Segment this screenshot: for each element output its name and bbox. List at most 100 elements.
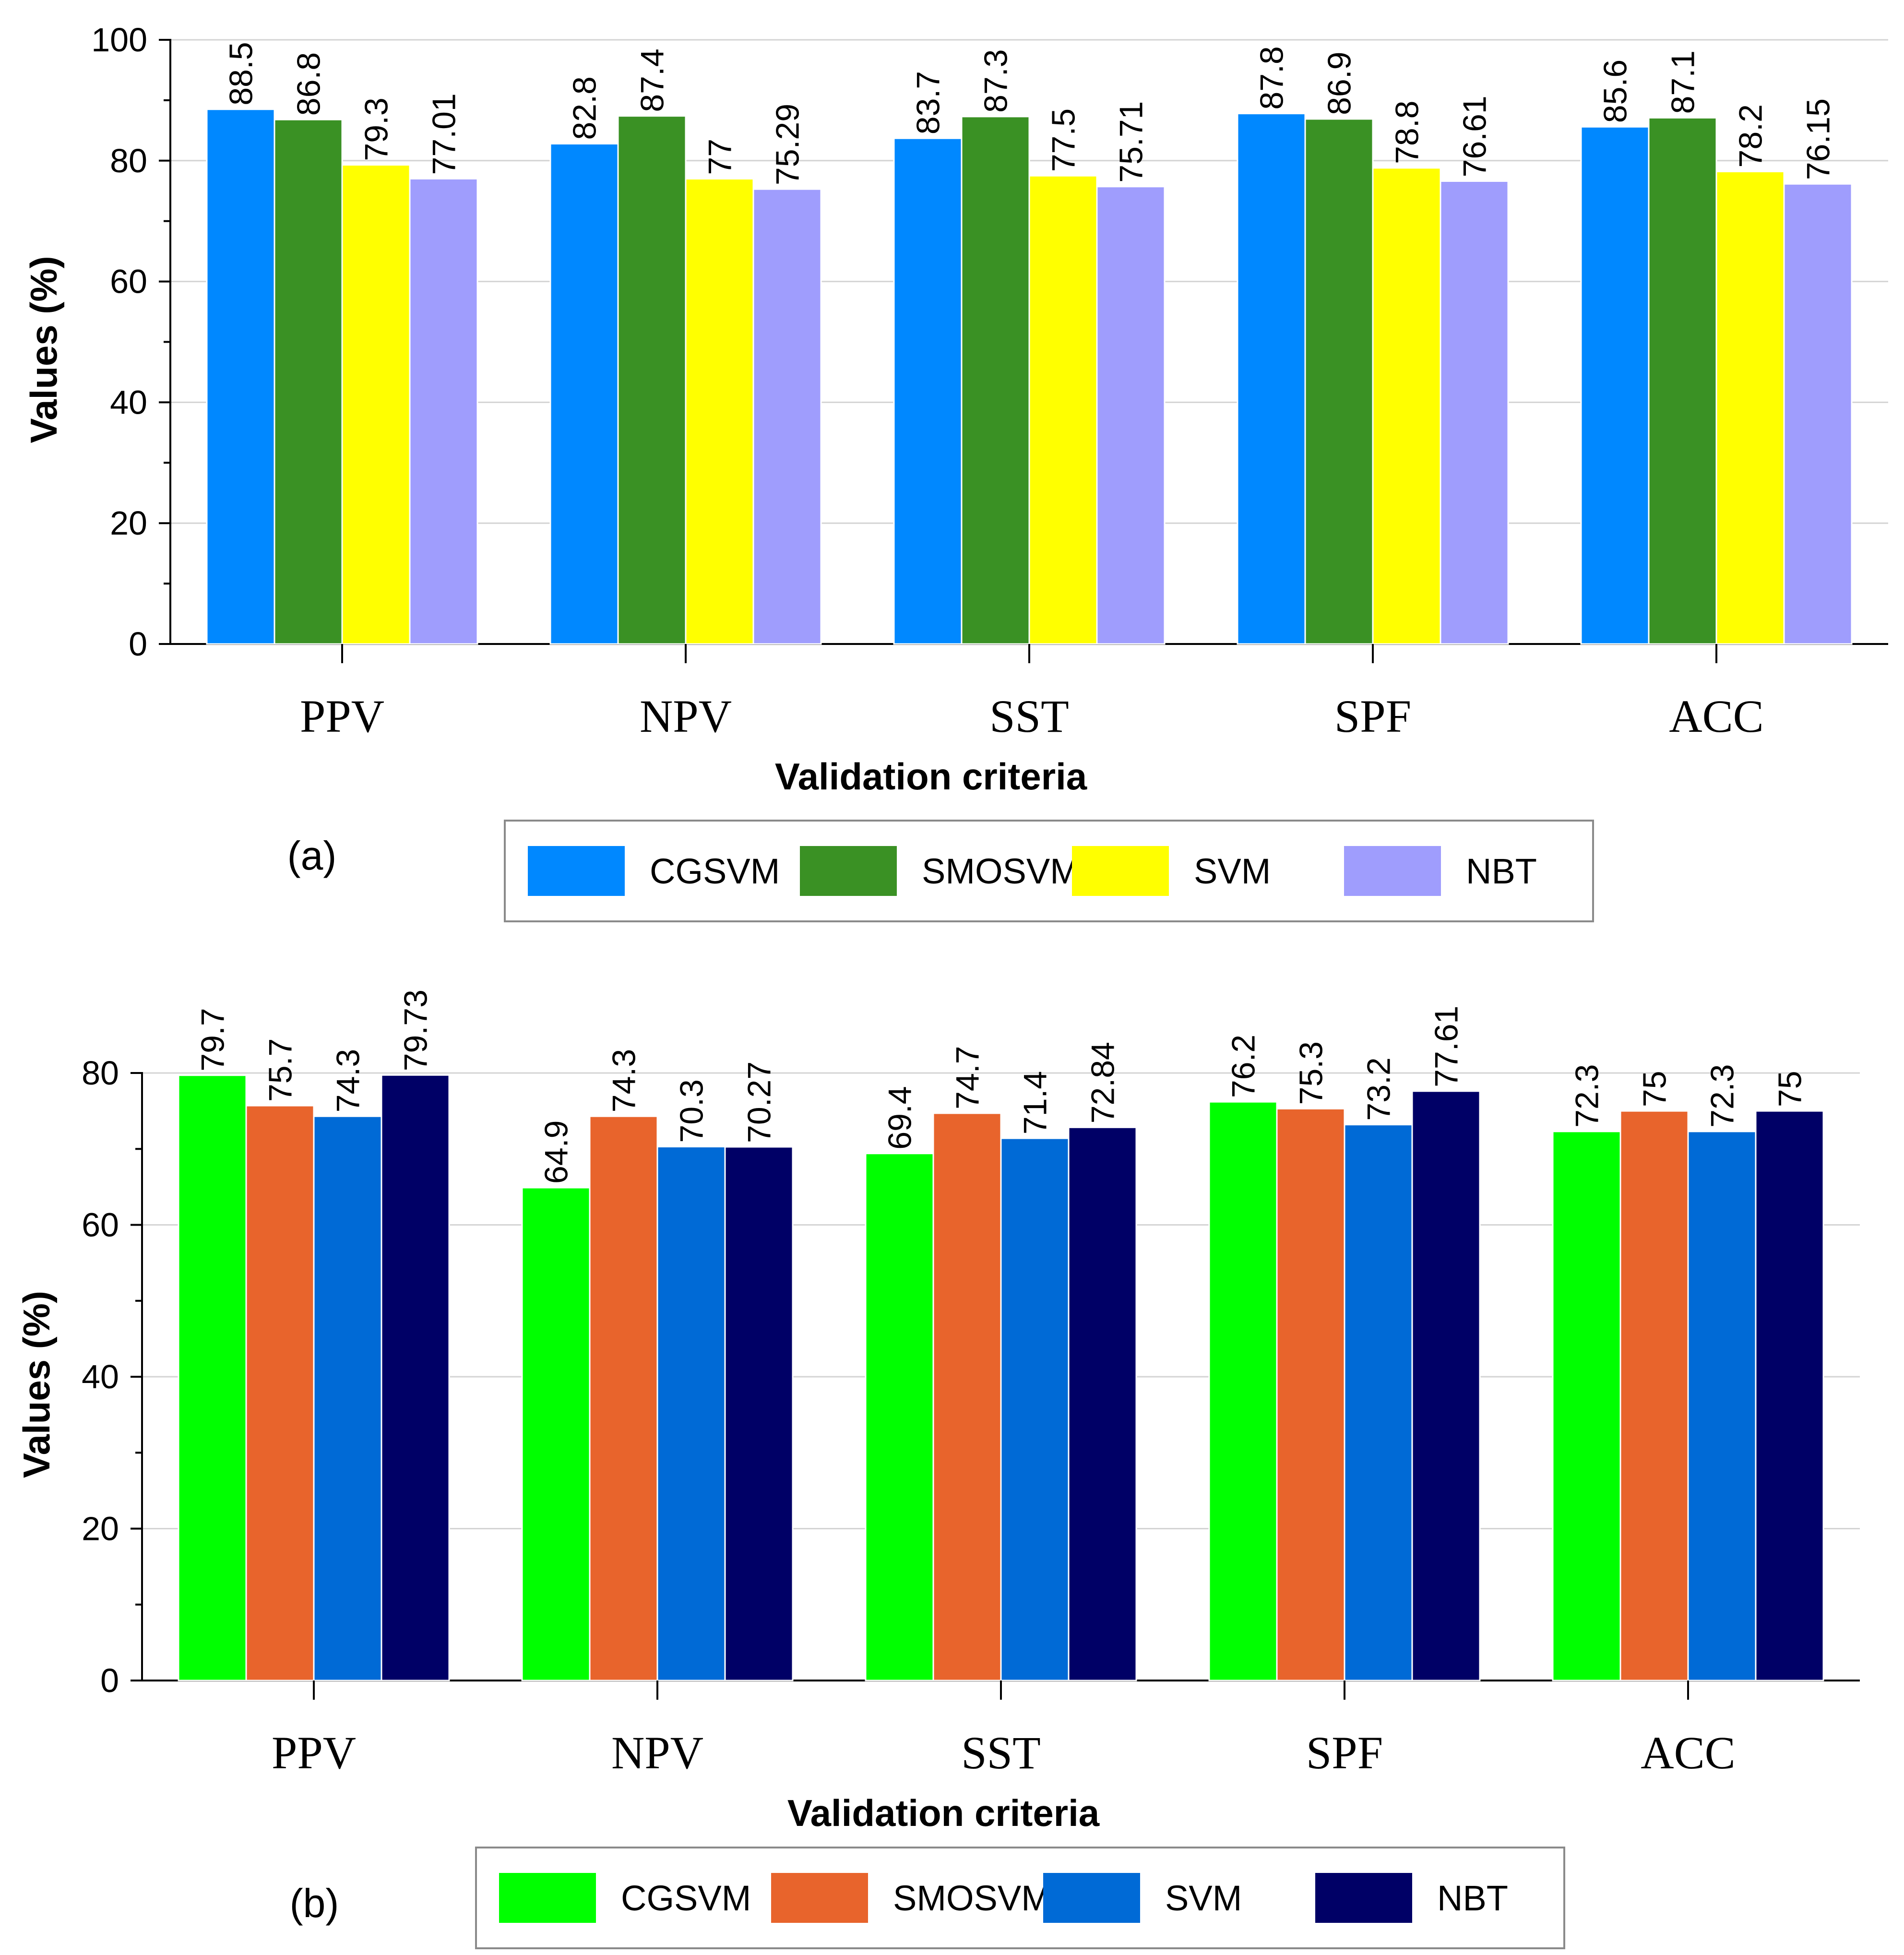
legend-label: SVM [1165, 1878, 1242, 1918]
data-label: 74.3 [330, 1049, 367, 1112]
data-label: 77 [702, 139, 738, 175]
data-label: 71.4 [1017, 1071, 1054, 1134]
data-label: 74.7 [950, 1046, 986, 1109]
bar [1276, 1108, 1345, 1681]
bar [589, 1115, 658, 1681]
x-tick-label: SST [989, 691, 1069, 742]
bar [1783, 183, 1853, 645]
x-tick-label: ACC [1669, 691, 1763, 742]
legend-label: NBT [1437, 1878, 1508, 1918]
bar [1237, 113, 1306, 645]
data-label: 79.3 [358, 97, 395, 161]
bar [656, 1146, 726, 1681]
bar [1440, 180, 1509, 645]
bar [1715, 170, 1785, 645]
data-label: 75.29 [770, 104, 806, 185]
data-label: 74.3 [606, 1049, 643, 1112]
data-label: 75.3 [1293, 1041, 1330, 1105]
data-label: 85.6 [1597, 60, 1634, 123]
bar [1755, 1110, 1824, 1681]
y-tick-label: 0 [100, 1662, 119, 1699]
bar [893, 137, 963, 645]
data-label: 82.8 [567, 76, 603, 140]
bar [617, 115, 687, 645]
legend-label: SVM [1194, 851, 1271, 891]
data-label: 76.2 [1226, 1035, 1262, 1098]
panel-label: (a) [287, 833, 337, 878]
bar [1000, 1137, 1070, 1681]
x-tick-label: PPV [300, 691, 384, 742]
data-label: 78.2 [1733, 104, 1769, 167]
bar [724, 1146, 794, 1681]
x-tick-label: ACC [1641, 1727, 1735, 1778]
data-label: 64.9 [538, 1121, 575, 1184]
panel-label: (b) [290, 1881, 339, 1926]
data-label: 72.3 [1704, 1064, 1741, 1127]
legend-label: NBT [1466, 851, 1537, 891]
legend-swatch [771, 1873, 868, 1923]
y-tick-label: 80 [110, 142, 147, 179]
bar [752, 188, 822, 645]
data-label: 88.5 [223, 42, 260, 105]
legend-swatch [1315, 1873, 1412, 1923]
bar [685, 178, 754, 645]
legend-swatch [1072, 846, 1169, 896]
x-tick-label: SPF [1334, 691, 1411, 742]
legend-label: CGSVM [650, 851, 780, 891]
bar [521, 1187, 591, 1681]
y-tick-label: 60 [82, 1206, 119, 1244]
bar [1208, 1101, 1278, 1681]
data-label: 76.61 [1457, 95, 1493, 177]
chart-b: 0 20 40 60 80 79.7 75.7 74.3 79.73 PPV 64.9 74.3 70.… [15, 989, 1860, 1949]
y-tick-label: 100 [91, 21, 147, 59]
legend-swatch [1043, 1873, 1140, 1923]
data-label: 77.61 [1428, 1006, 1465, 1087]
data-label: 75 [1772, 1071, 1809, 1107]
data-label: 77.01 [426, 93, 463, 175]
bar [1028, 175, 1098, 645]
x-tick-label: NPV [640, 691, 732, 742]
data-label: 77.5 [1046, 108, 1082, 172]
data-label: 87.3 [978, 49, 1014, 113]
data-label: 79.7 [195, 1008, 231, 1071]
data-label: 87.1 [1665, 50, 1702, 114]
y-tick-label: 40 [82, 1358, 119, 1395]
data-label: 83.7 [910, 71, 947, 134]
data-label: 70.27 [741, 1061, 778, 1143]
data-label: 69.4 [882, 1086, 918, 1149]
bar [961, 116, 1030, 645]
bar [1687, 1131, 1757, 1681]
y-tick-label: 40 [110, 383, 147, 421]
bar [1552, 1131, 1621, 1681]
bar [932, 1112, 1002, 1681]
y-tick-label: 80 [82, 1054, 119, 1092]
data-label: 79.73 [398, 989, 434, 1071]
data-label: 75.71 [1113, 101, 1150, 183]
legend-swatch [800, 846, 897, 896]
data-label: 75.7 [262, 1038, 299, 1102]
y-tick-label: 0 [129, 625, 147, 663]
bar [1372, 167, 1441, 645]
legend-label: SMOSVM [922, 851, 1080, 891]
bar [206, 108, 275, 645]
bar [274, 119, 343, 645]
x-tick-label: SST [961, 1727, 1040, 1778]
bar [1304, 118, 1374, 645]
x-axis-title: Validation criteria [787, 1792, 1100, 1834]
x-axis-title: Validation criteria [775, 755, 1087, 798]
bar [1648, 117, 1717, 645]
x-tick-label: NPV [611, 1727, 703, 1778]
data-label: 73.2 [1361, 1057, 1397, 1121]
legend-label: CGSVM [621, 1878, 751, 1918]
data-label: 87.8 [1254, 46, 1290, 109]
data-label: 86.8 [291, 52, 327, 116]
data-label: 72.3 [1569, 1064, 1606, 1127]
bar [1619, 1110, 1689, 1681]
bar [409, 178, 478, 645]
bar [1580, 126, 1650, 645]
chart-a: 0 20 40 60 80 100 88.5 86.8 79.3 77.01 PPV 82.8 87.4… [23, 21, 1888, 922]
bar [1411, 1090, 1481, 1681]
bar [313, 1115, 382, 1681]
y-tick-label: 20 [110, 504, 147, 542]
